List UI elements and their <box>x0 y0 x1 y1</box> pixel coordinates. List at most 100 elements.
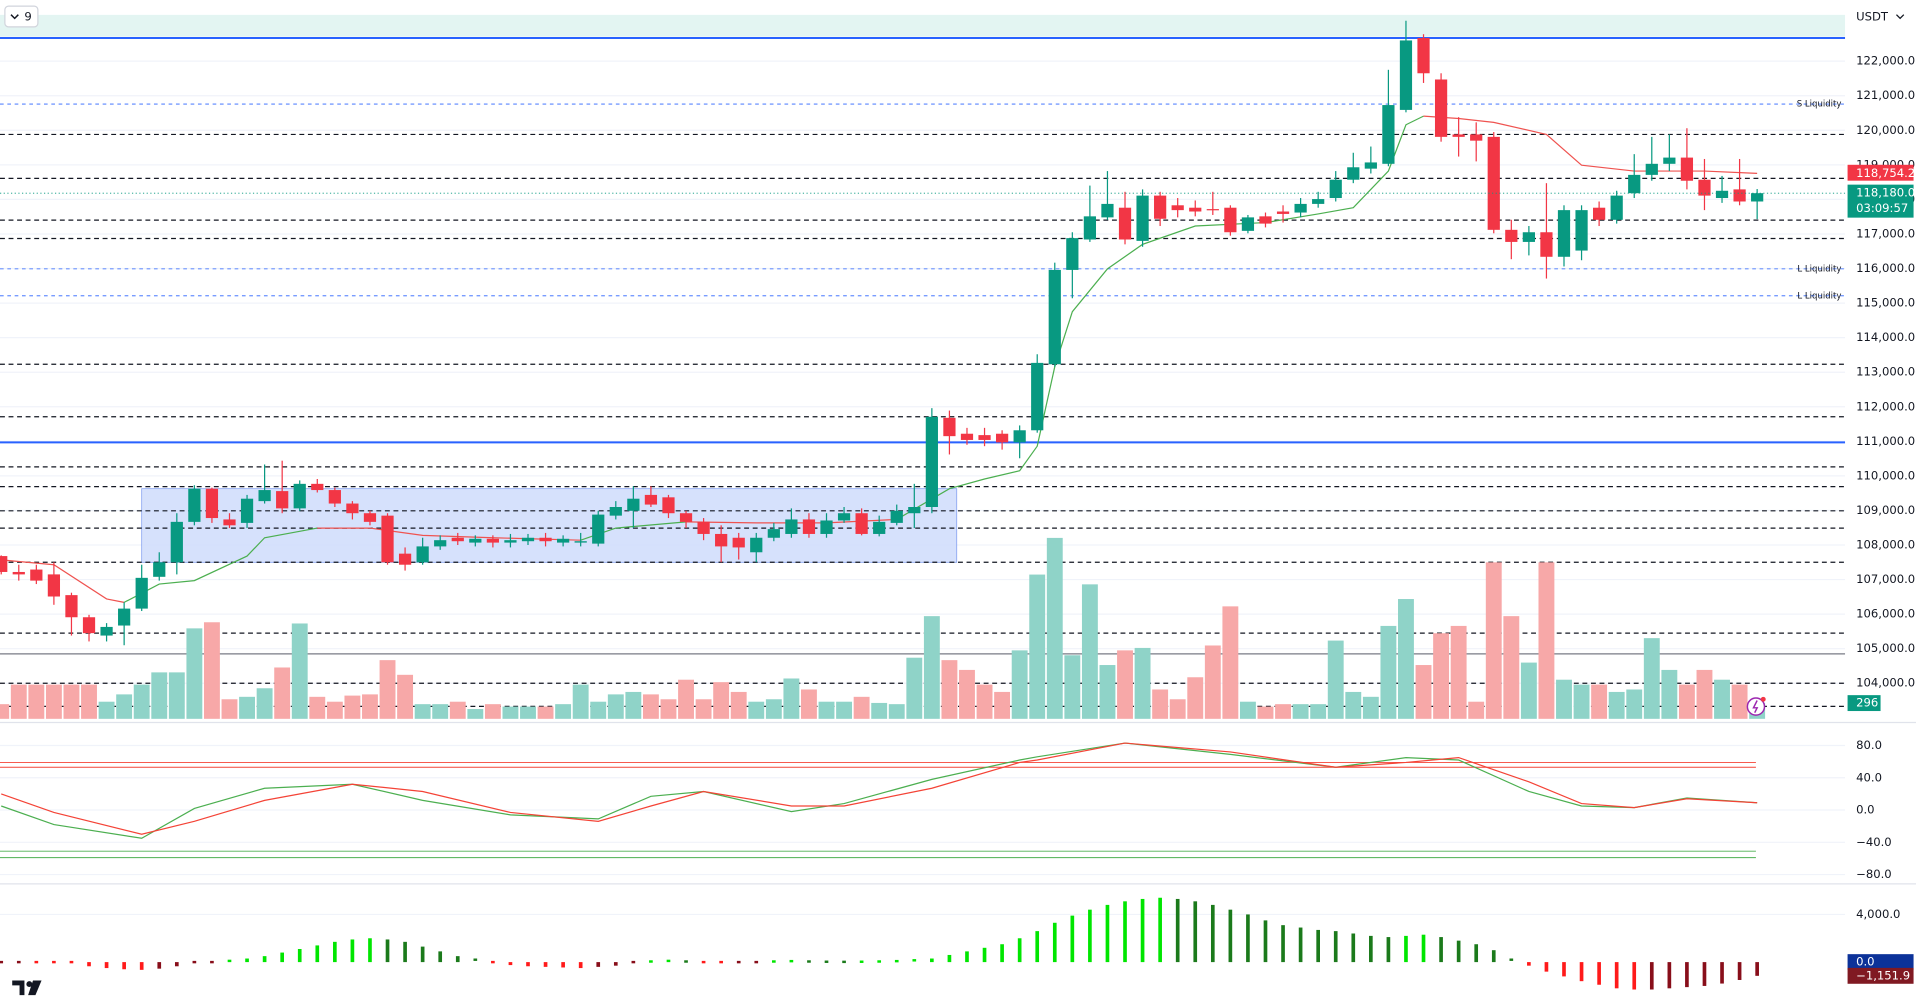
interval-button[interactable]: 9 <box>4 5 39 28</box>
macd-bar <box>69 960 74 964</box>
macd-bar <box>807 960 811 963</box>
candle-body <box>1224 207 1237 233</box>
volume-bar <box>256 688 273 719</box>
volume-bar <box>45 684 62 719</box>
macd-bar <box>1491 950 1496 963</box>
candle-body <box>328 490 341 504</box>
candle-body <box>1189 207 1202 212</box>
candle-body <box>1259 216 1272 224</box>
candle-body <box>153 562 166 577</box>
macd-bar <box>227 959 232 963</box>
volume-bar <box>1310 704 1327 719</box>
volume-bar <box>1538 562 1555 719</box>
volume-bar <box>0 704 10 719</box>
candle-body <box>451 537 464 542</box>
oscillator-line <box>1 742 1758 839</box>
alert-circle[interactable] <box>1746 697 1766 716</box>
candle-body <box>188 488 201 522</box>
candle-body <box>469 538 482 543</box>
currency-chevron[interactable] <box>1896 14 1905 20</box>
plot-area: S Liquidity L Liquidity L Liquidity <box>0 14 1846 990</box>
candle-body <box>30 569 43 581</box>
volume-box <box>1847 695 1881 712</box>
candle-body <box>820 520 833 534</box>
volume-bar <box>748 701 765 719</box>
volume-bar <box>397 674 414 719</box>
macd-bar <box>649 960 653 963</box>
volume-bar <box>362 694 378 719</box>
candle-body <box>767 529 780 538</box>
candle-body <box>1154 195 1167 219</box>
macd-bar <box>1579 962 1584 982</box>
candle-body <box>398 553 412 565</box>
macd-bar <box>1052 922 1057 963</box>
liquidity-label: L Liquidity <box>1797 291 1841 301</box>
macd-bar <box>824 960 829 963</box>
macd-bar <box>350 939 355 963</box>
macd-bar <box>1175 898 1180 963</box>
volume-bar <box>1292 704 1309 719</box>
macd-bar <box>631 960 636 964</box>
macd-bar <box>403 941 407 963</box>
volume-bar <box>1398 599 1414 719</box>
volume-bar <box>186 628 203 719</box>
last-price-box <box>1847 184 1914 218</box>
alert-icon[interactable] <box>1746 696 1766 716</box>
macd-bar <box>1210 904 1215 963</box>
volume-bar <box>239 696 255 719</box>
macd-bar <box>1298 927 1303 963</box>
macd-bar <box>1140 898 1145 963</box>
candle-body <box>416 546 429 563</box>
interval-box[interactable] <box>4 5 39 28</box>
candle-body <box>1715 190 1729 199</box>
candle-body <box>1663 157 1676 164</box>
macd-bar <box>1333 931 1338 963</box>
candle-body <box>276 491 289 509</box>
candle-body <box>592 514 605 544</box>
macd-bar <box>139 962 144 970</box>
macd-bar <box>965 951 969 963</box>
macd-bar <box>1562 962 1566 977</box>
candle-body <box>1136 195 1149 241</box>
candle-body <box>346 503 359 514</box>
volume-bar <box>520 706 536 719</box>
volume-bar <box>1029 574 1046 719</box>
candle-body <box>240 498 254 523</box>
macd-bar <box>262 956 267 963</box>
volume-bar <box>853 696 870 719</box>
volume-bar <box>695 699 712 719</box>
volume-bar <box>818 701 835 719</box>
volume-bar <box>484 704 501 719</box>
liquidity-label: L Liquidity <box>1797 264 1841 274</box>
candle-body <box>0 556 8 572</box>
candle-body <box>1751 193 1764 202</box>
volume-label: 296 <box>1856 696 1878 710</box>
candle-body <box>1171 205 1184 211</box>
alert-bolt <box>1752 700 1759 714</box>
volume-bar <box>1046 537 1063 719</box>
volume-bar <box>1011 650 1028 719</box>
macd-bar <box>1105 904 1110 963</box>
y-tick-label: 117,000.0 <box>1856 226 1915 240</box>
candle-body <box>837 513 851 521</box>
macd-bar <box>420 946 425 963</box>
volume-bar <box>1678 684 1695 719</box>
volume-bar <box>660 699 677 719</box>
moving-average <box>1 559 125 603</box>
candle-body <box>1312 199 1325 204</box>
macd-bar <box>613 962 618 966</box>
candle-body <box>381 515 394 563</box>
candle-body <box>1048 269 1061 365</box>
macd-bar <box>385 939 390 963</box>
currency-label: USDT <box>1856 10 1889 24</box>
candle-body <box>1276 211 1290 214</box>
y-tick-label: 113,000.0 <box>1856 365 1915 379</box>
macd-bar <box>333 941 337 963</box>
candle-body <box>995 433 1009 443</box>
macd-bar <box>736 960 741 964</box>
macd-bar <box>1035 931 1040 963</box>
macd-bar <box>1544 962 1549 972</box>
last-price-label: 118,180.0 <box>1856 186 1915 200</box>
volume-bar <box>555 704 572 719</box>
